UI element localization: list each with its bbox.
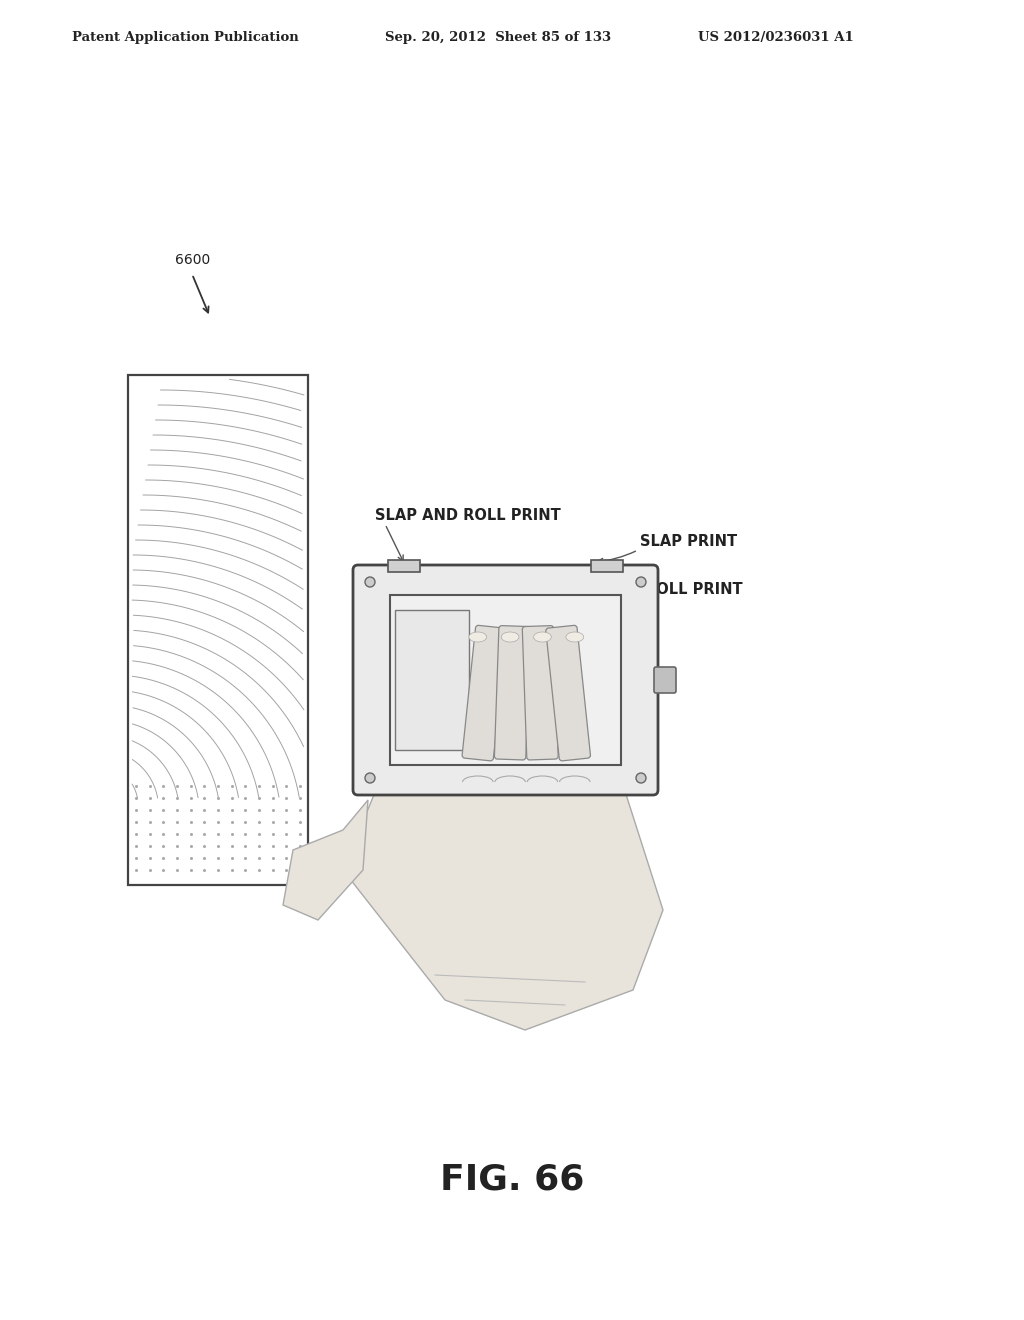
Text: 6600: 6600 [175, 253, 210, 267]
Ellipse shape [501, 632, 519, 642]
Bar [128, 375, 308, 884]
Circle shape [365, 774, 375, 783]
Text: ROLL PRINT: ROLL PRINT [645, 582, 742, 598]
Text: Sep. 20, 2012  Sheet 85 of 133: Sep. 20, 2012 Sheet 85 of 133 [385, 30, 611, 44]
Bar [390, 595, 621, 766]
Circle shape [636, 774, 646, 783]
Bar [591, 560, 623, 572]
Text: SLAP PRINT: SLAP PRINT [640, 535, 737, 549]
Ellipse shape [566, 632, 584, 642]
FancyBboxPatch shape [462, 626, 507, 760]
FancyBboxPatch shape [522, 626, 558, 760]
Ellipse shape [534, 632, 551, 642]
Text: US 2012/0236031 A1: US 2012/0236031 A1 [698, 30, 854, 44]
FancyBboxPatch shape [546, 626, 591, 760]
Bar [388, 560, 420, 572]
FancyBboxPatch shape [654, 667, 676, 693]
Text: SLAP AND ROLL PRINT: SLAP AND ROLL PRINT [375, 507, 561, 523]
Bar [395, 610, 469, 750]
FancyBboxPatch shape [353, 565, 658, 795]
Circle shape [365, 577, 375, 587]
Ellipse shape [469, 632, 486, 642]
Text: Patent Application Publication: Patent Application Publication [72, 30, 299, 44]
Circle shape [636, 577, 646, 587]
FancyBboxPatch shape [495, 626, 530, 760]
Polygon shape [343, 785, 663, 1030]
Text: FIG. 66: FIG. 66 [440, 1163, 584, 1197]
Polygon shape [283, 800, 368, 920]
